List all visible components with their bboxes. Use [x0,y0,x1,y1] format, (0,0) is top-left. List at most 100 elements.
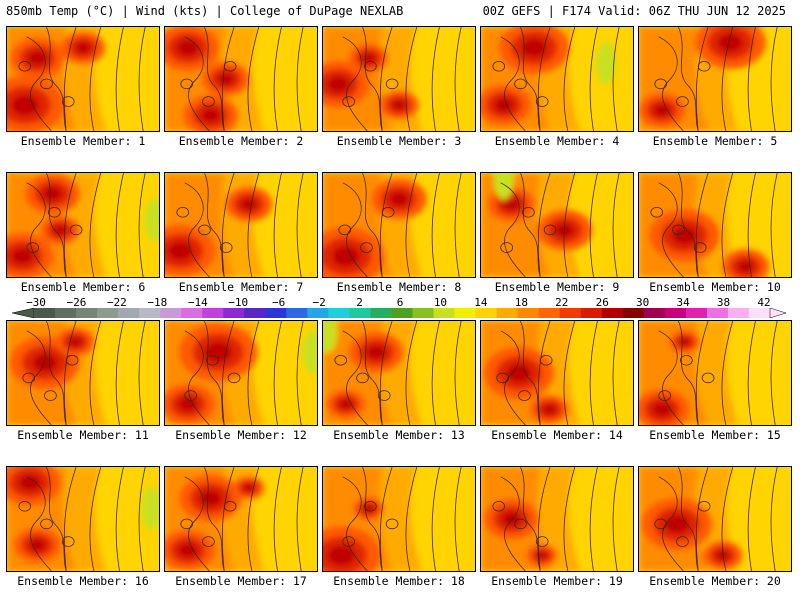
height-contour [520,467,541,571]
height-contour [612,27,620,131]
colorbar-swatch [370,308,392,318]
height-contour [770,173,778,277]
colorbar-swatch [664,308,687,318]
height-contour [678,27,699,131]
height-contour [138,321,146,425]
colorbar-gradient [11,308,787,318]
temperature-field [7,467,159,571]
ensemble-member-map [480,320,634,426]
colorbar-swatch [538,308,561,318]
colorbar-swatch [496,308,519,318]
height-contour [115,173,124,277]
colorbar-swatch [160,308,182,318]
height-contour [589,27,598,131]
height-contour [612,321,620,425]
ensemble-member-label: Ensemble Member: 1 [20,134,146,148]
temperature-field [165,27,317,131]
warm-anomaly-blob [331,245,360,267]
warm-anomaly-blob [521,38,547,58]
ensemble-member-map [322,320,476,426]
height-contour [612,467,620,571]
height-contour [535,536,549,547]
height-contour [221,27,235,131]
ensemble-member-map [480,172,634,278]
warm-anomaly-blob [327,75,350,93]
height-contour [63,321,77,425]
colorbar-swatch [286,308,308,318]
height-contour [40,78,53,90]
ensemble-member-map [322,172,476,278]
colorbar-swatch [97,308,119,318]
height-contour [342,536,355,547]
height-contour [63,173,77,277]
colorbar-tick-label: 18 [514,296,528,309]
colorbar-tick-label: −6 [272,296,286,309]
height-contour [342,96,355,107]
colorbar-swatch [727,308,750,318]
ensemble-member-label: Ensemble Member: 7 [178,280,304,294]
colorbar-swatch [55,308,77,318]
height-contour [342,182,368,277]
colorbar-swatch [223,308,245,318]
colorbar-tick-labels: −30 −26 −22 −18 −14 −10 −6 −2 2 6 10 14 18 22 26 30 34 38… [0,296,800,309]
height-contour [26,476,52,571]
ensemble-member-label: Ensemble Member: 5 [652,134,778,148]
warm-anomaly-blob [679,337,691,346]
cool-anomaly-blob [141,487,159,531]
warm-anomaly-blob [167,241,193,261]
warm-anomaly-blob [176,39,199,57]
temperature-field [481,321,633,425]
height-contour [26,182,52,277]
colorbar-swatch [118,308,140,318]
height-contour [658,182,684,277]
height-contour [61,96,75,107]
colorbar-swatch [685,308,708,318]
height-contour [405,467,418,571]
height-contour [364,60,377,72]
temperature-field [323,467,475,571]
ensemble-member-label: Ensemble Member: 20 [649,574,781,588]
height-contour [500,36,526,131]
ensemble-member-label: Ensemble Member: 8 [336,280,462,294]
map-title: 850mb Temp (°C) | Wind (kts) | College o… [6,4,404,18]
warm-anomaly-blob [11,94,40,116]
height-contour [520,27,541,131]
height-contour [454,27,462,131]
colorbar-swatch [475,308,498,318]
height-contour [563,173,576,277]
height-contour [26,330,52,425]
height-contour [695,467,709,571]
height-contour [658,476,684,571]
height-contour [431,321,440,425]
height-contour [518,390,531,401]
height-contour [89,173,102,277]
temperature-field [7,27,159,131]
height-contour [701,372,715,384]
height-contour [496,372,510,384]
height-contour [202,96,215,107]
warm-anomaly-blob [542,404,557,415]
height-contour [589,173,598,277]
ensemble-member-map [638,320,792,426]
ensemble-member-map [164,172,318,278]
height-contour [184,182,210,277]
height-contour [537,173,551,277]
colorbar-tick-label: −18 [147,296,168,309]
temperature-field [323,27,475,131]
temperature-field [323,173,475,277]
ensemble-member-label: Ensemble Member: 16 [17,574,149,588]
temperature-field [323,321,475,425]
colorbar-tick-label: 42 [757,296,771,309]
colorbar-swatch [391,308,414,318]
height-contour [204,27,225,131]
height-contour [364,500,377,512]
height-contour [362,173,383,277]
colorbar-tick-label: −2 [312,296,326,309]
colorbar-swatch [76,308,98,318]
height-contour [381,206,395,218]
height-contour [589,321,598,425]
height-contour [695,27,709,131]
height-contour [296,173,304,277]
height-contour [26,242,39,253]
colorbar-swatch [580,308,603,318]
